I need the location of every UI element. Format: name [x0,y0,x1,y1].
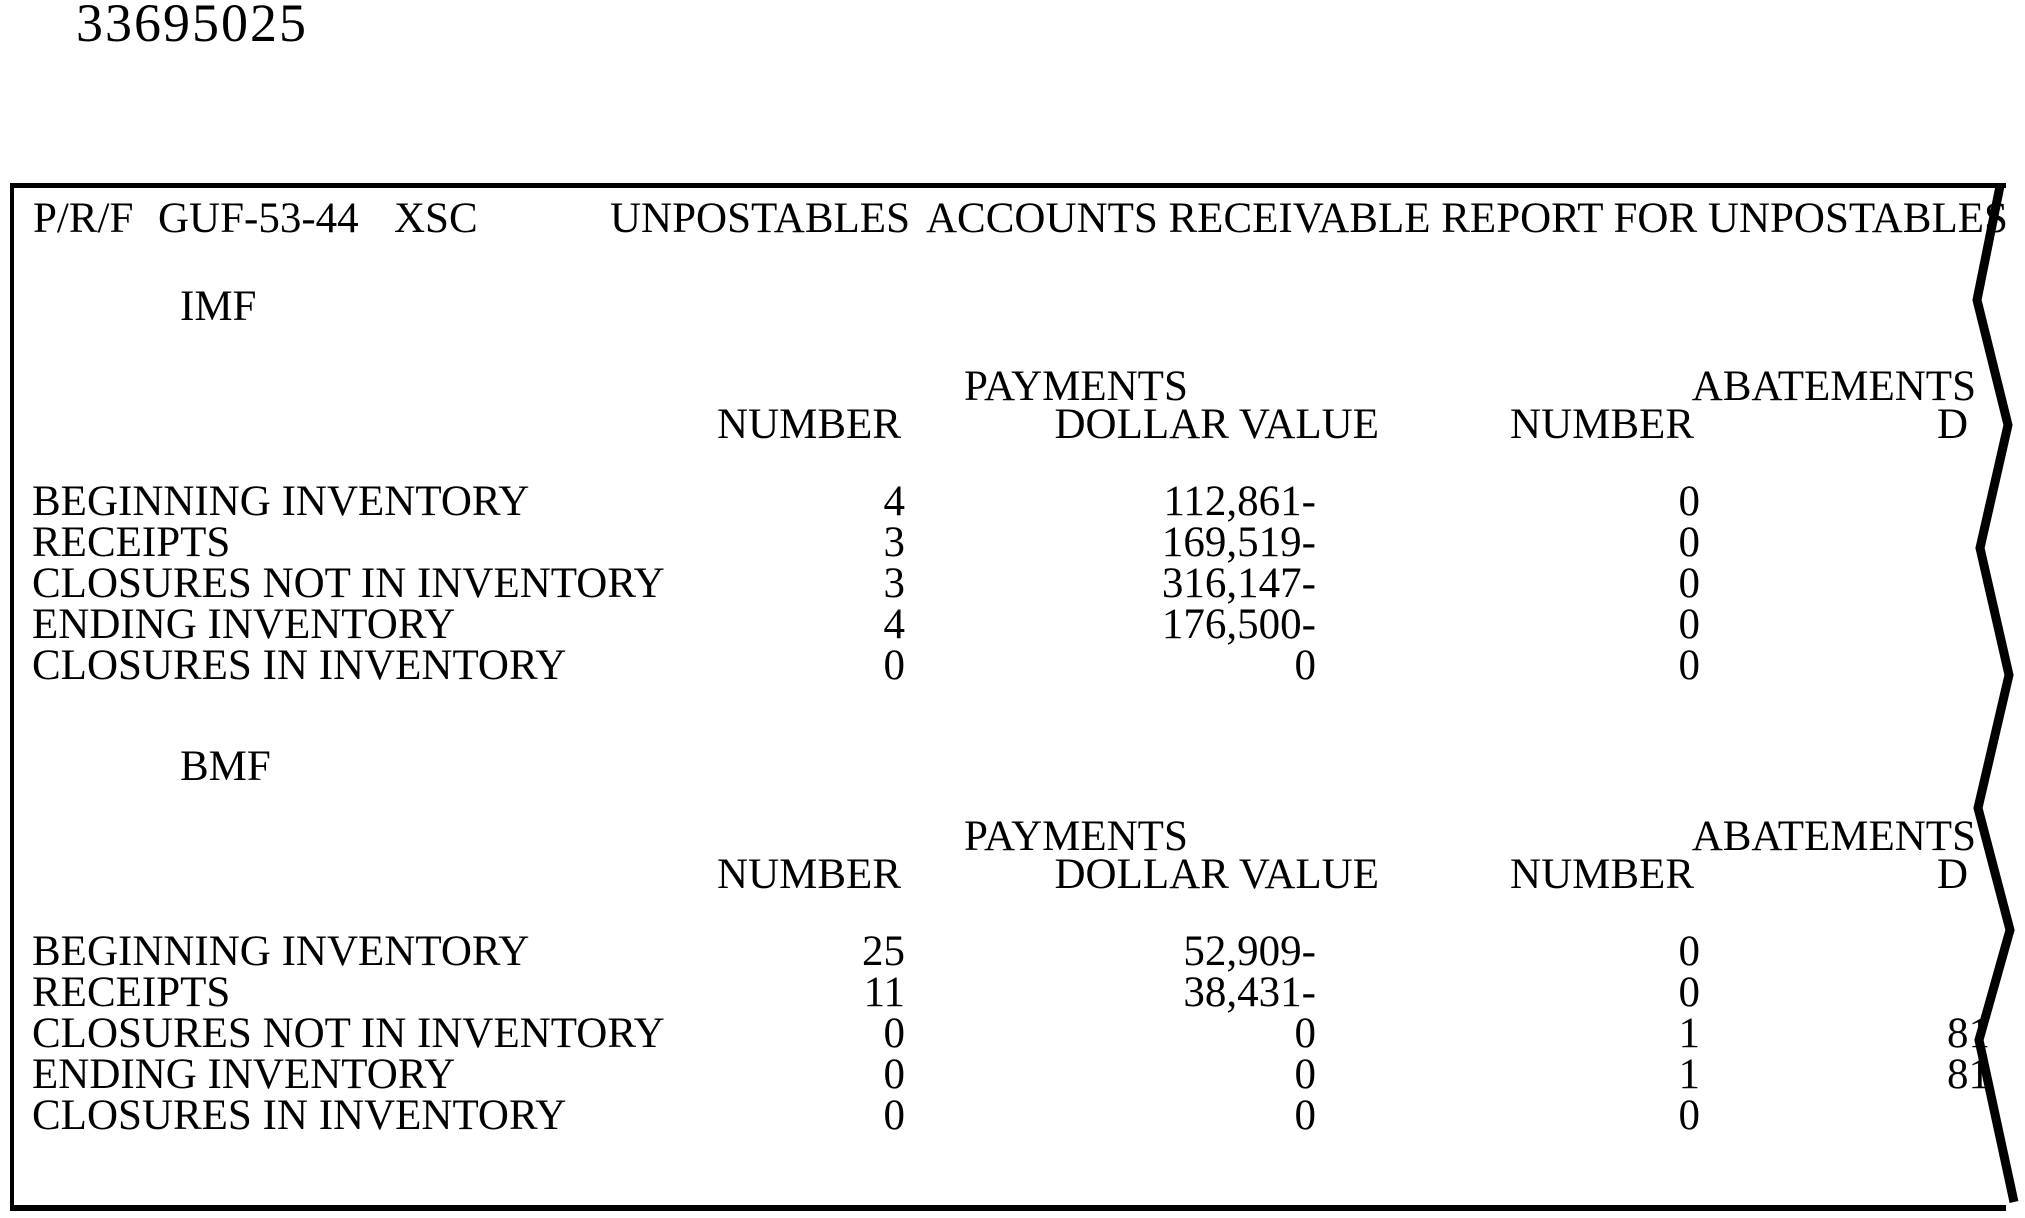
payments-number: 3 [883,519,906,566]
report-title: ACCOUNTS RECEIVABLE REPORT FOR UNPOSTABL… [926,195,2008,242]
payments-number: 0 [883,1051,906,1098]
header-system-name: UNPOSTABLES [610,195,910,242]
header-site-code: XSC [394,195,478,242]
payments-dollar: 316,147- [1161,560,1316,607]
row-label: CLOSURES IN INVENTORY [32,642,567,689]
table-row: BEGINNING INVENTORY 25 52,909- 0 [14,928,2006,975]
table-row: CLOSURES IN INVENTORY 0 0 0 [14,1092,2006,1139]
imf-col-header-dollar-clipped: D [1936,401,1968,448]
row-label: ENDING INVENTORY [32,1051,456,1098]
row-label: RECEIPTS [32,969,231,1016]
table-row: BEGINNING INVENTORY 4 112,861- 0 [14,478,2006,525]
abatements-dollar-clipped: 81 [1947,1010,1990,1057]
table-row: ENDING INVENTORY 4 176,500- 0 [14,601,2006,648]
abatements-number: 0 [1678,642,1701,689]
header-prf-label: P/R/F [33,195,134,242]
document-number: 33695025 [76,0,308,53]
payments-number: 11 [863,969,905,1016]
payments-dollar: 0 [1294,1051,1317,1098]
imf-col-header-dollar-value: DOLLAR VALUE [1054,401,1380,448]
report-frame: P/R/F GUF-53-44 XSC UNPOSTABLES ACCOUNTS… [10,183,2008,1211]
payments-number: 4 [883,601,906,648]
row-label: BEGINNING INVENTORY [32,478,530,525]
abatements-number: 0 [1678,478,1701,525]
abatements-number: 0 [1678,1092,1701,1139]
section-label-imf: IMF [180,283,257,330]
abatements-number: 0 [1678,601,1701,648]
payments-dollar: 52,909- [1183,928,1316,975]
bmf-payments-group-header: PAYMENTS [964,813,1188,860]
payments-dollar: 176,500- [1161,601,1316,648]
row-label: RECEIPTS [32,519,231,566]
table-row: CLOSURES IN INVENTORY 0 0 0 [14,642,2006,689]
abatements-number: 1 [1678,1010,1701,1057]
payments-number: 0 [883,642,906,689]
row-label: CLOSURES IN INVENTORY [32,1092,567,1139]
bmf-col-header-dollar-clipped: D [1936,851,1968,898]
abatements-number: 0 [1678,560,1701,607]
header-report-code: GUF-53-44 [158,195,359,242]
table-row: RECEIPTS 3 169,519- 0 [14,519,2006,566]
bmf-col-header-number2: NUMBER [1510,851,1694,898]
abatements-number: 0 [1678,928,1701,975]
abatements-number: 0 [1678,969,1701,1016]
payments-dollar: 169,519- [1161,519,1316,566]
row-label: ENDING INVENTORY [32,601,456,648]
section-label-bmf: BMF [180,743,271,790]
payments-number: 0 [883,1010,906,1057]
imf-col-header-number: NUMBER [717,401,901,448]
abatements-dollar-clipped: 81 [1947,1051,1990,1098]
payments-dollar: 38,431- [1183,969,1316,1016]
payments-number: 4 [883,478,906,525]
abatements-number: 1 [1678,1051,1701,1098]
payments-dollar: 0 [1294,1092,1317,1139]
row-label: BEGINNING INVENTORY [32,928,530,975]
payments-dollar: 112,861- [1163,478,1316,525]
row-label: CLOSURES NOT IN INVENTORY [32,560,665,607]
table-row: CLOSURES NOT IN INVENTORY 3 316,147- 0 [14,560,2006,607]
table-row: CLOSURES NOT IN INVENTORY 0 0 1 81 [14,1010,2006,1057]
payments-dollar: 0 [1294,1010,1317,1057]
bmf-col-header-number: NUMBER [717,851,901,898]
row-label: CLOSURES NOT IN INVENTORY [32,1010,665,1057]
table-row: RECEIPTS 11 38,431- 0 [14,969,2006,1016]
imf-payments-group-header: PAYMENTS [964,363,1188,410]
bmf-abatements-group-header: ABATEMENTS [1691,813,1976,860]
payments-number: 3 [883,560,906,607]
imf-col-header-number2: NUMBER [1510,401,1694,448]
payments-number: 0 [883,1092,906,1139]
bmf-col-header-dollar-value: DOLLAR VALUE [1054,851,1380,898]
table-row: ENDING INVENTORY 0 0 1 81 [14,1051,2006,1098]
imf-abatements-group-header: ABATEMENTS [1691,363,1976,410]
abatements-number: 0 [1678,519,1701,566]
payments-dollar: 0 [1294,642,1317,689]
payments-number: 25 [862,928,905,975]
